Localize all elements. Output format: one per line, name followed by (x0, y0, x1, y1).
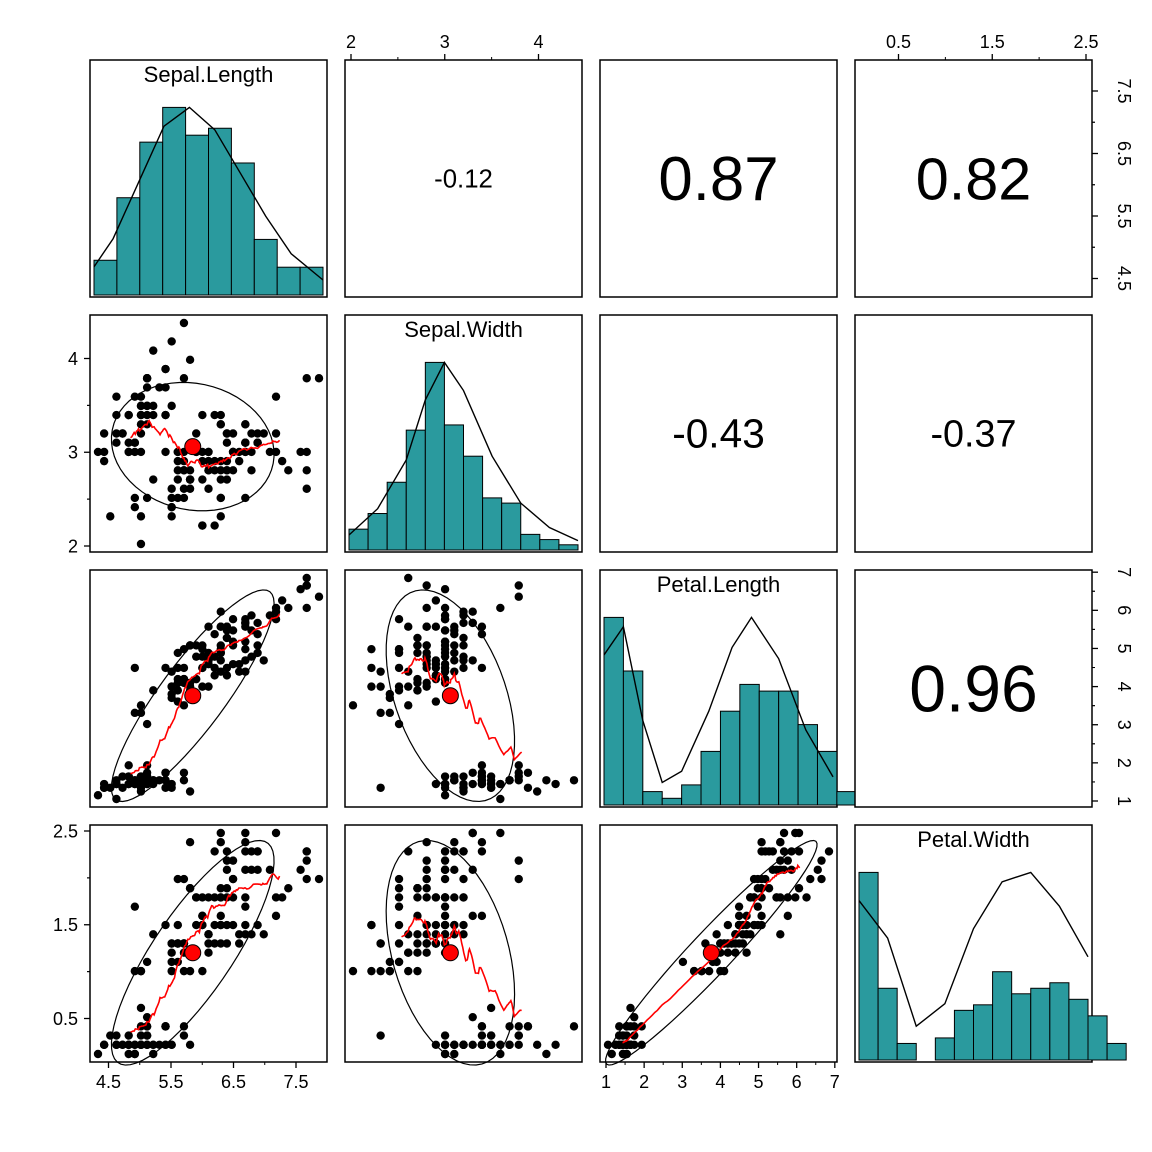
svg-text:4: 4 (533, 32, 543, 52)
svg-text:3: 3 (677, 1072, 687, 1092)
svg-text:1.5: 1.5 (53, 915, 78, 935)
svg-text:0.96: 0.96 (909, 653, 1038, 727)
svg-text:5.5: 5.5 (1114, 203, 1134, 228)
svg-text:6: 6 (792, 1072, 802, 1092)
svg-text:3: 3 (1114, 720, 1134, 730)
svg-text:2: 2 (639, 1072, 649, 1092)
svg-text:7.5: 7.5 (283, 1072, 308, 1092)
svg-text:-0.12: -0.12 (434, 166, 493, 194)
svg-text:2: 2 (1114, 758, 1134, 768)
svg-text:0.87: 0.87 (658, 145, 778, 214)
svg-text:6: 6 (1114, 605, 1134, 615)
svg-text:2.5: 2.5 (1073, 32, 1098, 52)
svg-text:5: 5 (1114, 643, 1134, 653)
svg-text:5.5: 5.5 (158, 1072, 183, 1092)
svg-text:4.5: 4.5 (1114, 266, 1134, 291)
svg-text:1.5: 1.5 (980, 32, 1005, 52)
svg-text:-0.43: -0.43 (672, 411, 765, 457)
svg-text:2: 2 (346, 32, 356, 52)
svg-text:4: 4 (68, 349, 78, 369)
svg-text:2.5: 2.5 (53, 821, 78, 841)
svg-text:1: 1 (601, 1072, 611, 1092)
svg-text:2: 2 (68, 536, 78, 556)
svg-text:7.5: 7.5 (1114, 78, 1134, 103)
svg-text:-0.37: -0.37 (930, 413, 1016, 455)
svg-text:4.5: 4.5 (96, 1072, 121, 1092)
svg-text:5: 5 (754, 1072, 764, 1092)
svg-text:0.5: 0.5 (53, 1009, 78, 1029)
svg-text:6.5: 6.5 (221, 1072, 246, 1092)
svg-text:0.82: 0.82 (916, 145, 1032, 212)
svg-text:3: 3 (68, 443, 78, 463)
pairs-panel-matrix: Sepal.Length -0.12 0.87 0.82 Sepal.Width -0.4… (0, 0, 1152, 1152)
svg-text:6.5: 6.5 (1114, 141, 1134, 166)
svg-text:1: 1 (1114, 796, 1134, 806)
svg-text:3: 3 (440, 32, 450, 52)
svg-text:0.5: 0.5 (886, 32, 911, 52)
svg-text:Petal.Length: Petal.Length (657, 572, 781, 597)
svg-text:Petal.Width: Petal.Width (917, 827, 1030, 852)
svg-text:Sepal.Length: Sepal.Length (144, 62, 274, 87)
svg-text:4: 4 (1114, 682, 1134, 692)
svg-text:7: 7 (830, 1072, 840, 1092)
svg-text:Sepal.Width: Sepal.Width (404, 317, 523, 342)
svg-text:4: 4 (715, 1072, 725, 1092)
svg-text:7: 7 (1114, 567, 1134, 577)
